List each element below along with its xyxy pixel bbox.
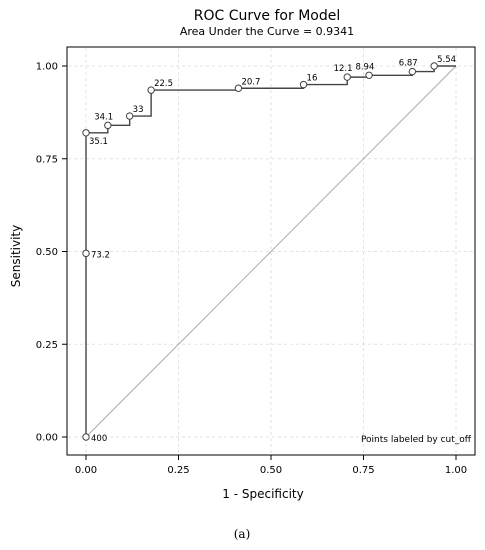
roc-point-label-11: 5.54 [437,55,456,65]
reference-diagonal [85,65,457,438]
roc-point-3 [104,121,112,130]
roc-point-9 [365,71,373,79]
chart-subtitle: Area Under the Curve = 0.9341 [180,25,354,38]
roc-point-2 [82,129,90,137]
x-tick-label-4: 1.00 [445,465,467,476]
x-tick-label-0: 0.00 [75,465,97,476]
grid-lines [68,48,474,454]
roc-point-label-2: 35.1 [89,137,108,147]
roc-point-6 [234,84,243,92]
roc-point-5 [147,86,155,94]
x-tick-label-1: 0.25 [167,465,189,476]
roc-point-label-5: 22.5 [154,79,173,89]
roc-point-8 [343,73,351,81]
y-tick-label-4: 1.00 [36,62,58,73]
roc-point-10 [408,67,417,76]
roc-point-label-6: 20.7 [241,77,260,87]
roc-point-label-9: 8.94 [355,62,374,72]
point-markers [82,62,438,441]
roc-point-label-8: 12.1 [334,64,353,74]
roc-point-label-0: 400 [91,434,107,444]
roc-point-label-3: 34.1 [94,112,113,122]
x-axis-ticks: 0.00 0.25 0.50 0.75 1.00 [75,455,467,476]
roc-point-label-10: 6.87 [399,59,418,69]
y-tick-label-2: 0.50 [36,247,58,258]
y-tick-label-1: 0.25 [36,340,58,351]
roc-point-7 [299,80,308,89]
x-tick-label-3: 0.75 [352,465,374,476]
y-axis-ticks: 0.00 0.25 0.50 0.75 1.00 [36,62,67,444]
figure-caption: (a) [234,527,251,541]
roc-point-label-7: 16 [307,74,318,84]
roc-point-0 [82,433,90,441]
chart-note: Points labeled by cut_off [361,435,472,445]
roc-point-1 [82,249,90,258]
roc-point-label-4: 33 [133,105,144,115]
x-axis-label: 1 - Specificity [222,487,303,501]
chart-title: ROC Curve for Model [194,8,340,24]
roc-point-label-1: 73.2 [91,250,110,260]
y-axis-label: Sensitivity [9,225,23,287]
y-tick-label-3: 0.75 [36,154,58,165]
point-labels: 400 73.2 35.1 34.1 33 22.5 20.7 16 12.1 8.94 6.87 5… [89,55,456,444]
roc-point-11 [430,62,438,70]
roc-point-4 [125,112,134,120]
x-tick-label-2: 0.50 [260,465,282,476]
y-tick-label-0: 0.00 [36,433,58,444]
